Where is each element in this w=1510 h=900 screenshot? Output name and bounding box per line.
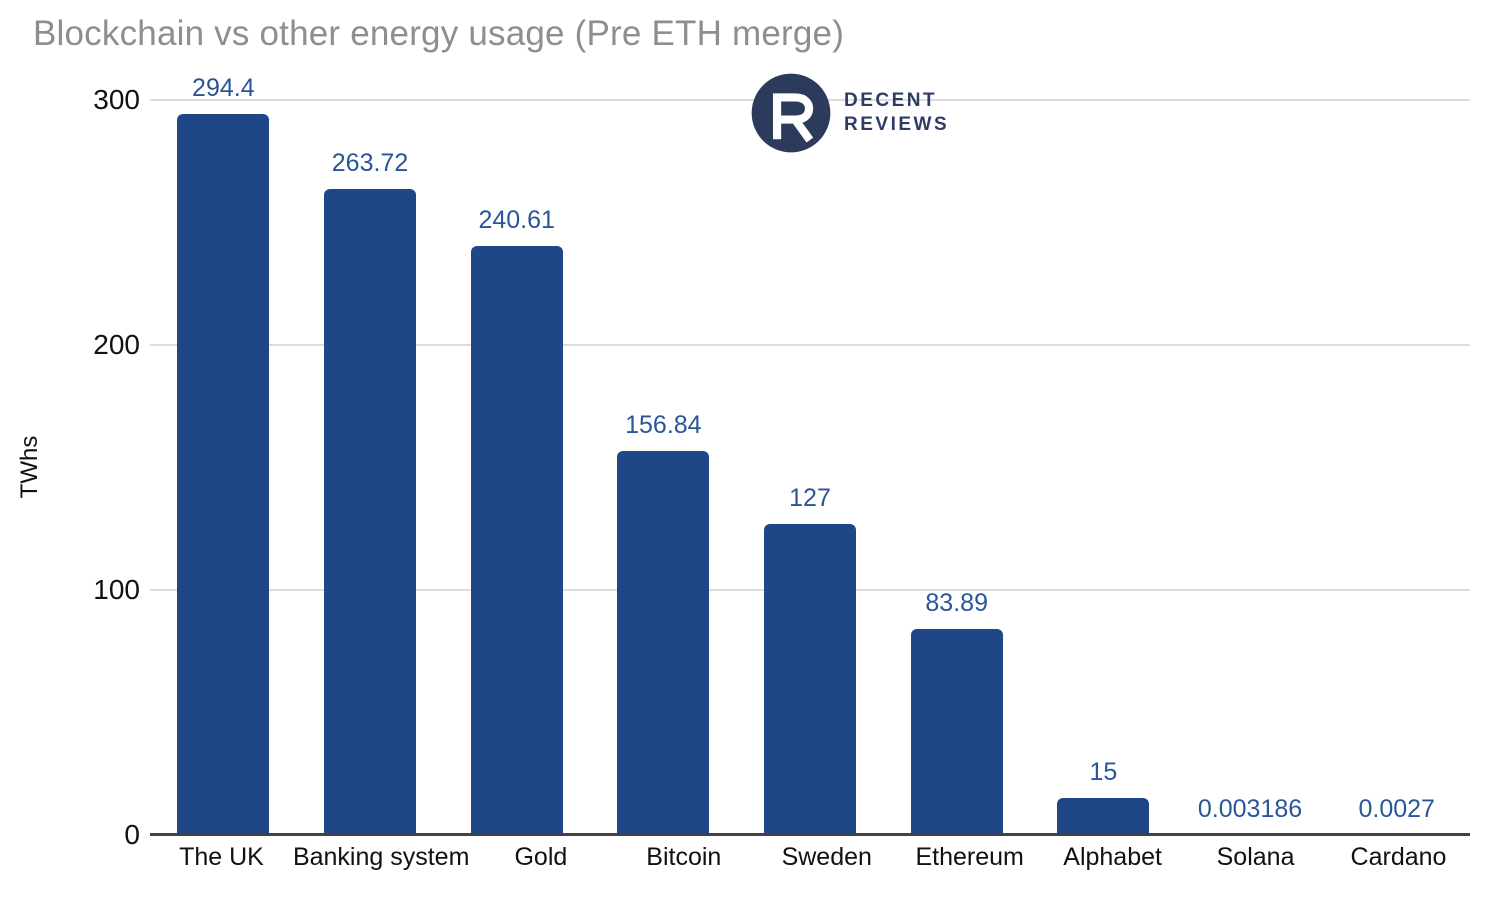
bar-slot-the-uk: 294.4 [150,74,297,835]
bar-value-label-the-uk: 294.4 [192,73,255,102]
x-category-label-sweden: Sweden [781,843,872,871]
bar-slot-solana: 0.003186 [1177,100,1324,835]
bar-value-label-alphabet: 15 [1089,758,1118,787]
y-tick-label-200: 200 [93,329,140,360]
x-category-label-cardano: Cardano [1350,843,1447,871]
x-category-label-ethereum: Ethereum [915,843,1024,871]
gridline-200 [150,344,1470,347]
bar-value-label-sweden: 127 [789,483,831,512]
y-tick-label-300: 300 [93,84,140,115]
bar-bitcoin [617,450,710,835]
bar-slot-alphabet: 15 [1030,100,1177,835]
logo-word-decent: DECENT [844,90,938,111]
logo-word-reviews: REVIEWS [844,114,950,135]
bar-value-label-bitcoin: 156.84 [625,410,702,439]
plot-area: 294.4 263.72 240.61 156.84 127 83.89 15 0.00318… [150,74,1470,836]
bar-slot-ethereum: 83.89 [883,100,1030,835]
decent-reviews-logo: DECENT REVIEWS [750,72,949,154]
bar-value-label-banking-system: 263.72 [331,148,409,177]
bar-value-label-ethereum: 83.89 [925,589,988,618]
gridline-0 [150,833,1470,836]
chart-title: Blockchain vs other energy usage (Pre ET… [33,14,845,53]
bar-slot-gold: 240.61 [443,100,590,835]
bar-gold [470,245,563,835]
decent-reviews-logo-icon [751,73,831,153]
y-tick-label-100: 100 [93,574,140,605]
x-category-label-solana: Solana [1216,843,1295,871]
x-axis-category-labels: The UK Banking system Gold Bitcoin Sweden Eth… [150,843,1470,872]
x-category-label-banking-system: Banking system [292,843,470,871]
bar-value-label-cardano: 0.0027 [1358,795,1435,823]
decent-reviews-wordmark: DECENT REVIEWS [844,89,949,137]
y-axis-title: TWhs [16,435,43,499]
bar-alphabet [1057,798,1150,835]
bar-slot-sweden: 127 [737,100,884,835]
bar-the-uk [177,113,270,835]
bar-slot-bitcoin: 156.84 [590,100,737,835]
bars-row: 294.4 263.72 240.61 156.84 127 83.89 15 0.00318… [150,74,1470,835]
x-category-label-the-uk: The UK [179,843,264,871]
bar-value-label-solana: 0.003186 [1197,795,1303,823]
y-tick-label-0: 0 [124,819,140,850]
bar-ethereum [910,629,1003,835]
bar-value-label-gold: 240.61 [478,205,555,234]
x-category-label-gold: Gold [514,843,568,871]
bar-slot-banking-system: 263.72 [297,100,444,835]
x-category-label-bitcoin: Bitcoin [646,843,722,871]
bar-slot-cardano: 0.0027 [1323,100,1470,835]
y-axis-tick-labels: 0 100 200 300 [40,84,140,850]
x-category-label-alphabet: Alphabet [1063,843,1162,871]
bar-sweden [764,523,857,835]
bar-banking-system [324,188,416,835]
